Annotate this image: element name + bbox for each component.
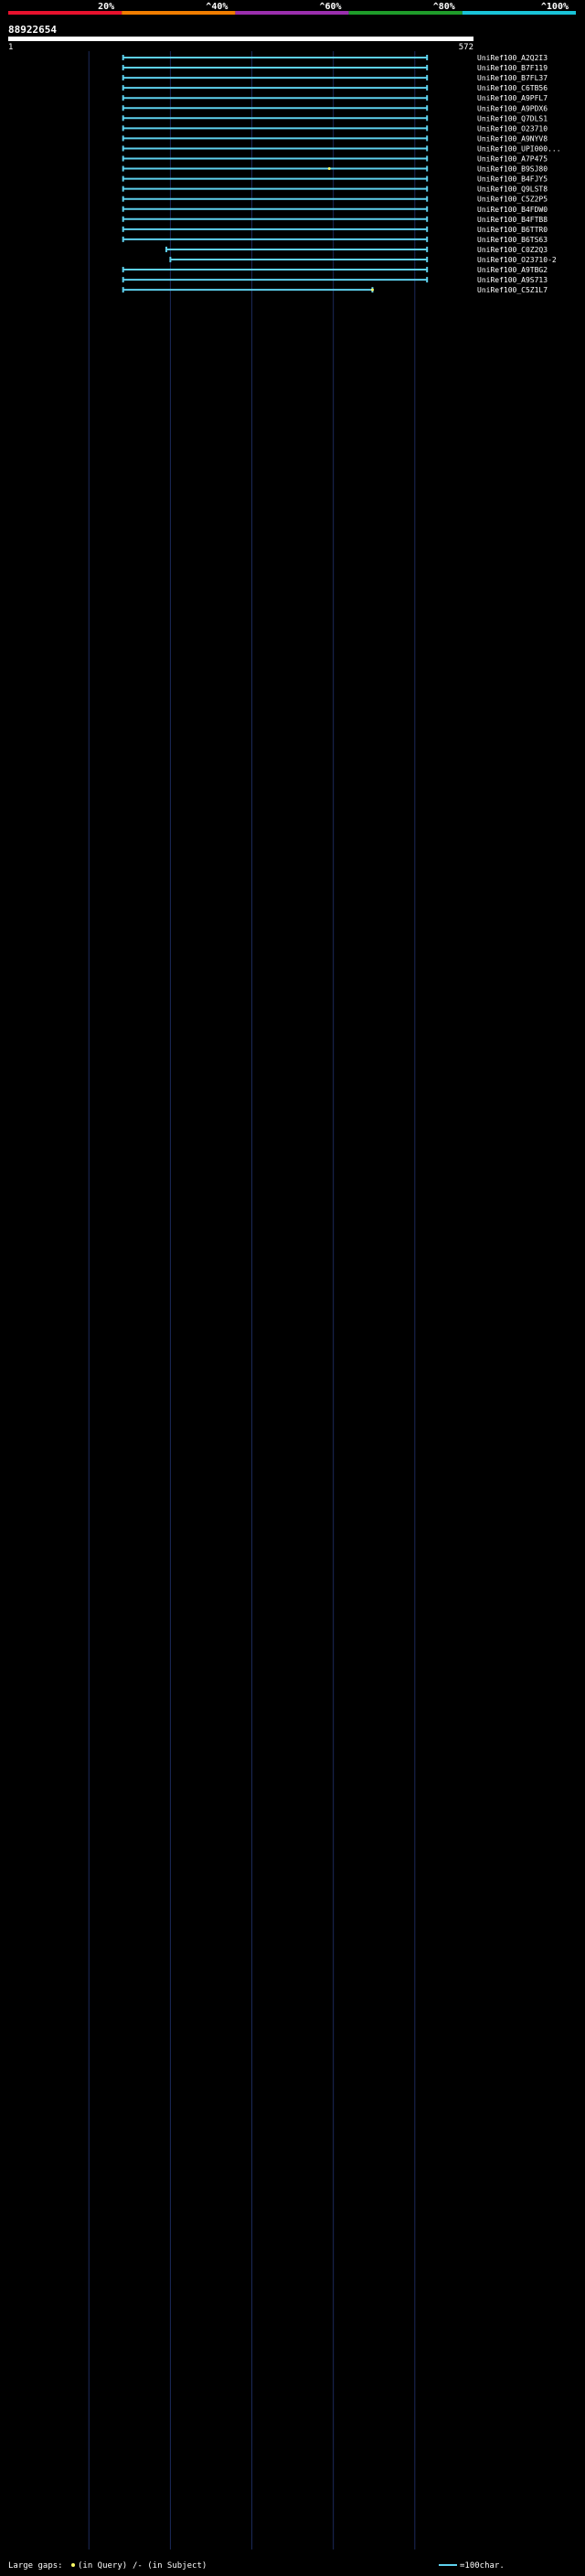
query-end-label: 572 — [459, 43, 473, 52]
hit-row: UniRef100_B6TS63 — [122, 236, 548, 244]
query-start-label: 1 — [8, 43, 13, 52]
hit-row: UniRef100_O23710-2 — [169, 256, 557, 264]
hit-row: UniRef100_UPI000... — [122, 144, 561, 153]
hit-label: UniRef100_O23710 — [477, 124, 548, 133]
footer-legend: Large gaps: (in Query) /- (in Subject) =100… — [8, 2561, 505, 2571]
gap-mark — [370, 288, 374, 292]
hit-label: UniRef100_C0Z2Q3 — [477, 246, 548, 254]
hit-row: UniRef100_A7P475 — [122, 155, 548, 164]
hit-row: UniRef100_B7F119 — [122, 64, 548, 72]
scale-label-5: ^100% — [541, 2, 569, 12]
query-bar-fill — [8, 37, 473, 41]
hit-label: UniRef100_C6TB56 — [477, 84, 548, 92]
hit-label: UniRef100_A9PFL7 — [477, 94, 548, 102]
footer-scale-label: =100char. — [460, 2561, 505, 2571]
hit-row: UniRef100_B9SJ80 — [122, 165, 548, 174]
hit-label: UniRef100_A9TBG2 — [477, 266, 548, 274]
hit-row: UniRef100_Q7DLS1 — [122, 114, 548, 122]
hit-row: UniRef100_O23710 — [122, 124, 548, 133]
hit-label: UniRef100_B4FJY5 — [477, 175, 548, 184]
scale-label-2: ^40% — [206, 2, 228, 12]
hit-row: UniRef100_B4FTB8 — [122, 216, 548, 224]
hit-label: UniRef100_B4FDW0 — [477, 206, 548, 214]
footer-large-gaps: Large gaps: — [8, 2561, 63, 2571]
scale-label-1: 20% — [98, 2, 114, 12]
hit-label: UniRef100_O23710-2 — [477, 256, 557, 264]
hit-rows: UniRef100_A2Q2I3 UniRef100_B7F119 UniRef10… — [122, 54, 561, 294]
hit-row: UniRef100_B4FJY5 — [122, 175, 548, 184]
hit-row: UniRef100_C5Z1L7 — [122, 286, 548, 294]
scale-segment-5 — [462, 11, 576, 15]
hit-label: UniRef100_B7F119 — [477, 64, 548, 72]
hit-label: UniRef100_B9SJ80 — [477, 165, 548, 174]
hit-row: UniRef100_C5Z2P5 — [122, 196, 548, 204]
hit-label: UniRef100_A9NYV8 — [477, 134, 548, 143]
scale-segment-3 — [235, 11, 349, 15]
hit-row: UniRef100_A9S713 — [122, 276, 548, 284]
hit-label: UniRef100_UPI000... — [477, 144, 561, 153]
scale-label-4: ^80% — [433, 2, 455, 12]
footer-in-query: (in Query) — [78, 2561, 127, 2571]
hit-row: UniRef100_A2Q2I3 — [122, 54, 548, 62]
hit-row: UniRef100_C6TB56 — [122, 84, 548, 92]
footer-in-subject: /- (in Subject) — [133, 2561, 207, 2571]
hit-label: UniRef100_B6TS63 — [477, 236, 548, 244]
hit-label: UniRef100_B7FL37 — [477, 74, 548, 82]
scale-bar: 20% ^40% ^60% ^80% ^100% — [8, 2, 576, 15]
hit-row: UniRef100_B6TTR0 — [122, 226, 548, 234]
hit-label: UniRef100_Q9LST8 — [477, 186, 548, 194]
hit-label: UniRef100_A7P475 — [477, 155, 548, 164]
scale-segment-2 — [122, 11, 236, 15]
hit-label: UniRef100_B4FTB8 — [477, 216, 548, 224]
hit-row: UniRef100_A9NYV8 — [122, 134, 548, 143]
scale-segment-1 — [8, 11, 122, 15]
hit-label: UniRef100_C5Z2P5 — [477, 196, 548, 204]
hit-row: UniRef100_Q9LST8 — [122, 186, 548, 194]
scale-label-3: ^60% — [320, 2, 342, 12]
hit-row: UniRef100_A9TBG2 — [122, 266, 548, 274]
hit-label: UniRef100_A9PDX6 — [477, 104, 548, 112]
hit-row: UniRef100_A9PDX6 — [122, 104, 548, 112]
query-bar: 1 572 — [8, 37, 473, 52]
gridlines — [88, 51, 416, 2549]
hit-label: UniRef100_C5Z1L7 — [477, 286, 548, 294]
hit-label: UniRef100_A2Q2I3 — [477, 54, 548, 62]
footer-gap-marker — [71, 2563, 75, 2567]
hit-label: UniRef100_Q7DLS1 — [477, 114, 548, 122]
chart-title: 88922654 — [8, 24, 57, 36]
hit-row: UniRef100_B7FL37 — [122, 74, 548, 82]
hit-row: UniRef100_C0Z2Q3 — [165, 246, 548, 254]
gap-mark — [327, 167, 331, 171]
hit-label: UniRef100_A9S713 — [477, 276, 548, 284]
hit-row: UniRef100_A9PFL7 — [122, 94, 548, 102]
hit-label: UniRef100_B6TTR0 — [477, 226, 548, 234]
hit-row: UniRef100_B4FDW0 — [122, 206, 548, 214]
scale-segment-4 — [348, 11, 463, 15]
